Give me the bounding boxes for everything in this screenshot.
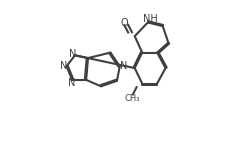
Text: N: N bbox=[60, 61, 67, 71]
Text: N: N bbox=[69, 49, 77, 59]
Text: CH₃: CH₃ bbox=[124, 94, 140, 103]
Text: NH: NH bbox=[143, 14, 158, 24]
Text: N: N bbox=[120, 61, 127, 71]
Text: O: O bbox=[121, 17, 128, 28]
Text: N: N bbox=[67, 78, 75, 88]
